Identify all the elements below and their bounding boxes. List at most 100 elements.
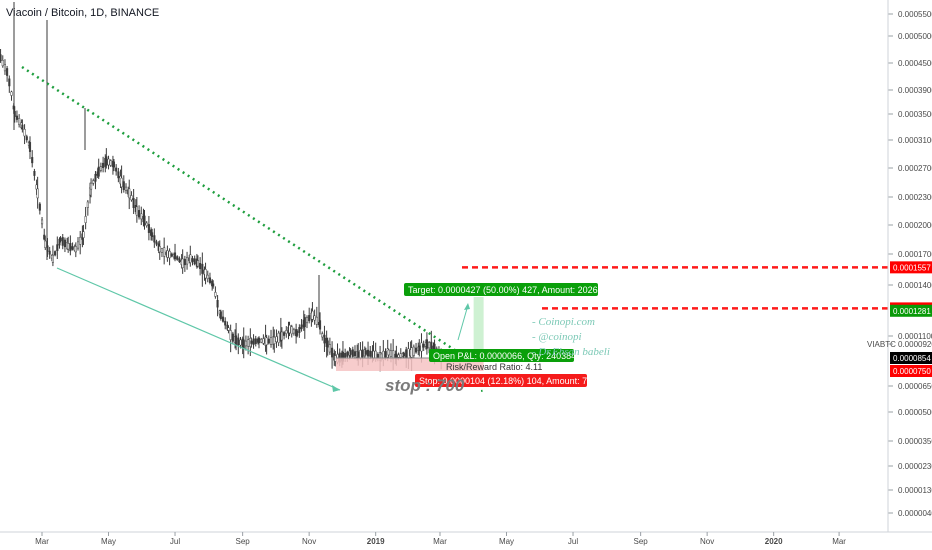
- candle-body: [117, 171, 120, 179]
- candle-body: [206, 274, 209, 279]
- candle-body: [147, 224, 150, 233]
- candle-body: [38, 203, 41, 211]
- candle-body: [311, 310, 314, 320]
- candle-body: [76, 241, 80, 249]
- candle-body: [402, 353, 406, 357]
- symbol-label: VIABTC: [867, 340, 896, 349]
- candle-body: [128, 188, 131, 199]
- candle-body: [351, 349, 354, 357]
- candle-body: [283, 332, 286, 336]
- candle-body: [328, 344, 331, 353]
- stop-box: [415, 374, 587, 387]
- candle-body: [67, 243, 70, 250]
- candle-body: [235, 335, 238, 346]
- x-tick-label: Nov: [700, 537, 714, 546]
- candle-body: [262, 338, 265, 344]
- note-line: - Coinopi.com: [532, 316, 595, 328]
- candle-body: [6, 68, 9, 76]
- candle-body: [326, 340, 329, 348]
- candle-body: [412, 346, 415, 356]
- stop-label: Stop: 0.0000104 (12.18%) 104, Amount: 75…: [419, 376, 597, 386]
- candle-body: [231, 333, 234, 342]
- candle-body: [277, 332, 280, 343]
- candle-body: [23, 128, 26, 137]
- support-trendline[interactable]: [56, 267, 341, 391]
- candle-body: [25, 136, 28, 141]
- candle-body: [359, 349, 362, 359]
- candle-body: [257, 337, 261, 344]
- candle-body: [397, 354, 400, 358]
- candle-body: [296, 330, 299, 336]
- candle-body: [273, 336, 276, 344]
- candle-body: [1, 59, 4, 67]
- dotted-resistance-trendline[interactable]: [21, 65, 471, 362]
- candle-body: [79, 236, 82, 245]
- candle-body: [44, 240, 47, 248]
- candle-body: [33, 171, 36, 176]
- candle-body: [63, 239, 66, 248]
- candle-body: [428, 342, 431, 349]
- candle-body: [224, 320, 227, 326]
- candle-body: [405, 349, 408, 359]
- candle-body: [8, 78, 11, 87]
- candle-body: [97, 166, 100, 177]
- candle-body: [267, 338, 270, 344]
- candle-body: [346, 351, 349, 357]
- candle-body: [201, 263, 204, 274]
- target-arrow-head: [464, 303, 470, 310]
- candle-body: [74, 246, 77, 253]
- x-tick-label: 2020: [765, 537, 783, 546]
- candle-body: [425, 339, 428, 349]
- candle-body: [140, 213, 143, 220]
- candle-body: [334, 355, 337, 362]
- candle-body: [288, 324, 291, 334]
- candle-body: [15, 115, 18, 120]
- x-tick-label: Jul: [568, 537, 578, 546]
- candle-body: [163, 247, 166, 257]
- candle-body: [61, 237, 64, 246]
- price-marker: [890, 352, 932, 364]
- candle-body: [344, 353, 347, 358]
- candle-body: [0, 54, 2, 61]
- price-marker: [890, 261, 932, 274]
- candle-body: [112, 161, 116, 168]
- candle-body: [151, 232, 154, 237]
- candle-body: [145, 222, 148, 227]
- candle-body: [18, 118, 21, 125]
- candle-body: [173, 252, 177, 260]
- price-marker: [890, 304, 932, 317]
- candle-body: [10, 91, 13, 96]
- candle-body: [265, 337, 268, 346]
- candle-body: [418, 345, 421, 351]
- candle-body: [178, 258, 181, 263]
- price-marker-label: 0.0001281: [893, 307, 931, 316]
- risk-reward-label: Risk/Reward Ratio: 4.11: [446, 362, 542, 372]
- candle-body: [410, 347, 413, 358]
- candle-body: [269, 337, 273, 345]
- candle-body: [384, 351, 387, 358]
- candle-body: [166, 250, 169, 258]
- x-tick-label: Mar: [832, 537, 846, 546]
- candle-body: [321, 333, 324, 338]
- price-marker-label: 0.0000854: [893, 354, 931, 363]
- candle-body: [158, 246, 161, 253]
- candle-body: [86, 201, 89, 208]
- candle-body: [389, 350, 392, 357]
- candle-body: [92, 180, 95, 184]
- support-arrow-head: [332, 385, 340, 392]
- candle-body: [239, 339, 242, 346]
- candle-body: [366, 349, 370, 357]
- price-marker-label: 0.0001557: [893, 263, 931, 272]
- candle-body: [399, 353, 402, 358]
- candle-body: [102, 162, 105, 168]
